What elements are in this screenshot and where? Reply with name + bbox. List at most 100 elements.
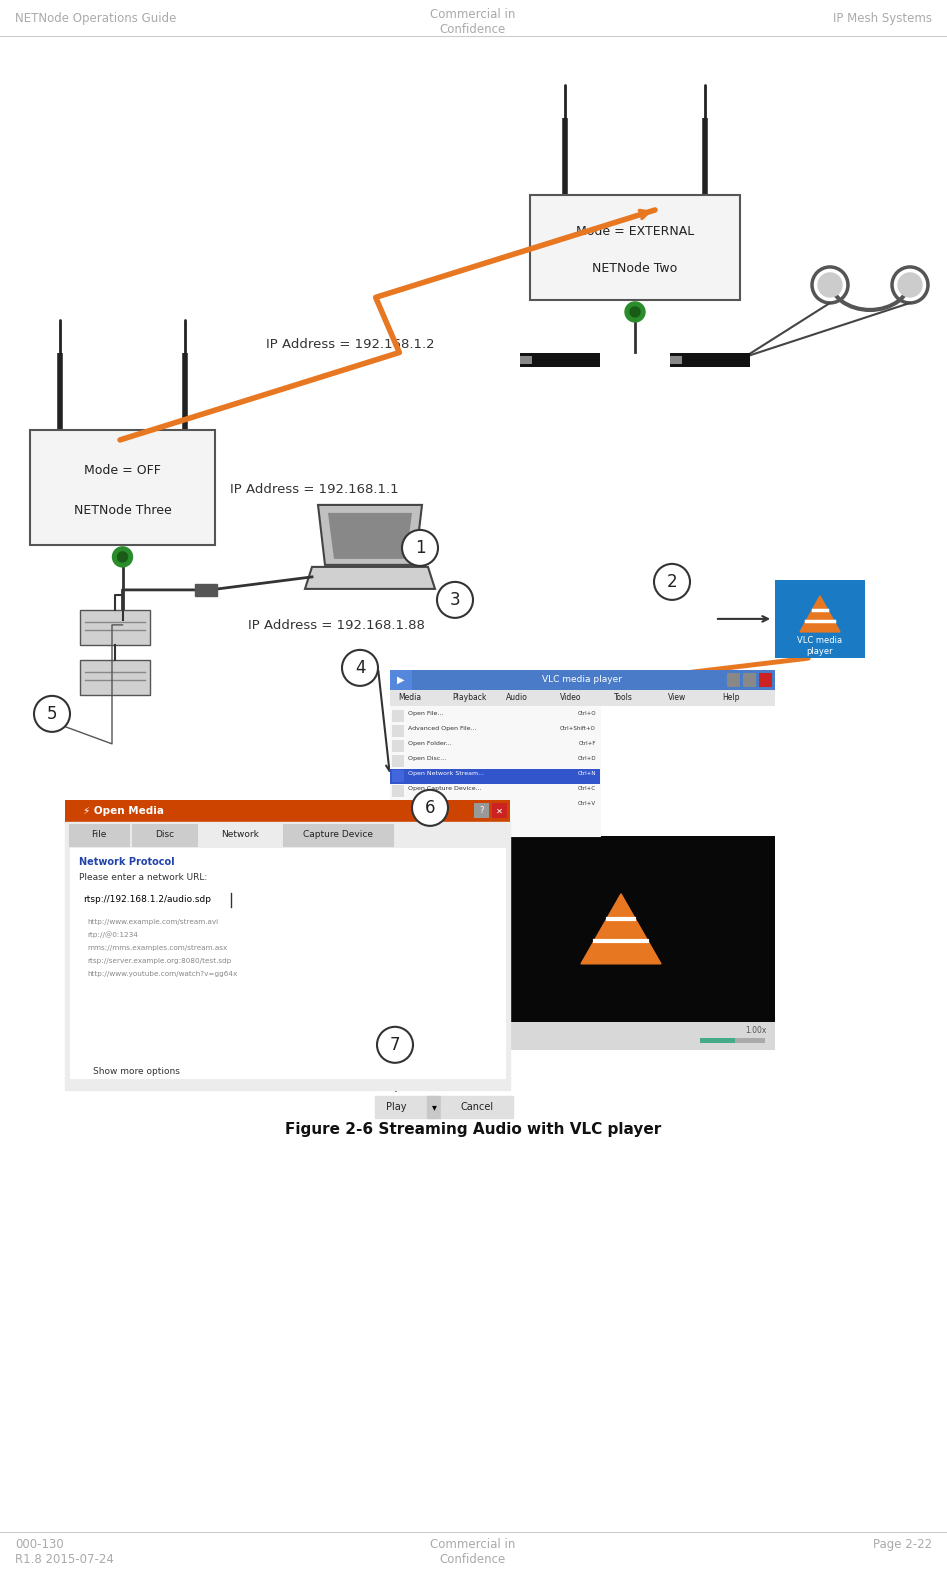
Bar <box>392 740 404 752</box>
Bar <box>392 726 404 737</box>
Text: Network Protocol: Network Protocol <box>79 856 174 867</box>
Circle shape <box>377 1026 413 1062</box>
Bar <box>65 822 510 1089</box>
Text: Media: Media <box>398 694 421 702</box>
Text: Playback: Playback <box>452 694 487 702</box>
Text: File: File <box>91 831 107 839</box>
Bar <box>530 195 740 301</box>
Bar <box>80 660 150 694</box>
Circle shape <box>818 272 842 297</box>
Text: Open Folder...: Open Folder... <box>408 741 452 746</box>
Text: Audio: Audio <box>506 694 527 702</box>
Text: ▪: ▪ <box>458 1026 466 1037</box>
Text: 000-130
R1.8 2015-07-24: 000-130 R1.8 2015-07-24 <box>15 1538 114 1566</box>
Text: 3: 3 <box>450 590 460 609</box>
Bar <box>390 671 775 689</box>
Bar <box>759 672 772 686</box>
Bar <box>65 800 510 822</box>
Bar <box>390 836 775 1022</box>
Text: Play: Play <box>385 1102 406 1111</box>
Text: Open Capture Device...: Open Capture Device... <box>408 787 482 792</box>
Bar <box>520 353 600 367</box>
Text: ▾: ▾ <box>432 1102 437 1111</box>
Text: Capture Device: Capture Device <box>303 831 373 839</box>
Text: rtsp://server.example.org:8080/test.sdp: rtsp://server.example.org:8080/test.sdp <box>87 959 231 963</box>
Text: Cancel: Cancel <box>460 1102 493 1111</box>
Text: NETNode Three: NETNode Three <box>74 504 171 516</box>
Bar <box>79 889 496 910</box>
Text: Mode = OFF: Mode = OFF <box>84 464 161 477</box>
Text: 4: 4 <box>355 660 366 677</box>
Bar <box>670 353 750 367</box>
Text: Ctrl+V: Ctrl+V <box>578 801 596 806</box>
Bar <box>392 756 404 767</box>
Bar <box>492 803 507 818</box>
Text: Ctrl+F: Ctrl+F <box>579 741 596 746</box>
Bar <box>390 768 600 784</box>
Circle shape <box>342 650 378 686</box>
Text: ▪: ▪ <box>418 1026 425 1037</box>
Text: Video: Video <box>560 694 581 702</box>
Bar <box>390 1022 775 1050</box>
Text: Ctrl+C: Ctrl+C <box>578 787 596 792</box>
Circle shape <box>625 302 645 323</box>
Text: Help: Help <box>722 694 740 702</box>
Text: VLC media
player: VLC media player <box>797 636 843 656</box>
Text: http://www.example.com/stream.avi: http://www.example.com/stream.avi <box>87 919 218 926</box>
Polygon shape <box>318 505 422 565</box>
Bar <box>200 823 280 845</box>
Text: Mode = EXTERNAL: Mode = EXTERNAL <box>576 225 694 238</box>
Text: Figure 2-6 Streaming Audio with VLC player: Figure 2-6 Streaming Audio with VLC play… <box>285 1122 661 1138</box>
Circle shape <box>654 563 690 600</box>
Text: Show more options: Show more options <box>93 1067 180 1077</box>
Text: Ctrl+D: Ctrl+D <box>578 757 596 762</box>
Text: IP Mesh Systems: IP Mesh Systems <box>833 13 932 25</box>
Bar <box>283 823 393 845</box>
Text: Please enter a network URL:: Please enter a network URL: <box>79 874 207 883</box>
Text: ▪: ▪ <box>478 1026 486 1037</box>
Text: Open Disc...: Open Disc... <box>408 757 446 762</box>
Text: Open File...: Open File... <box>408 711 443 716</box>
Bar <box>195 584 217 597</box>
Text: 6: 6 <box>425 800 436 817</box>
Polygon shape <box>305 567 435 589</box>
Bar <box>392 785 404 796</box>
Circle shape <box>412 790 448 826</box>
Bar <box>392 770 404 782</box>
Bar <box>775 579 865 658</box>
Bar <box>474 803 489 818</box>
Text: ▪: ▪ <box>438 1026 445 1037</box>
Text: Recent Media: Recent Media <box>408 817 451 822</box>
Bar <box>670 356 682 364</box>
Bar <box>392 710 404 722</box>
Text: ?: ? <box>480 806 484 815</box>
Text: IP Address = 192.168.1.88: IP Address = 192.168.1.88 <box>248 620 425 633</box>
Text: IP Address = 192.168.1.1: IP Address = 192.168.1.1 <box>230 483 399 496</box>
Text: 1.00x: 1.00x <box>745 1026 766 1036</box>
Text: Ctrl+O: Ctrl+O <box>578 711 596 716</box>
Bar <box>392 800 404 812</box>
Text: Ctrl+Shift+O: Ctrl+Shift+O <box>560 726 596 732</box>
Circle shape <box>402 530 438 567</box>
Text: Open Network Stream...: Open Network Stream... <box>408 771 484 776</box>
Text: ⚡ Open Media: ⚡ Open Media <box>83 806 164 815</box>
Circle shape <box>113 546 133 567</box>
Bar <box>70 848 505 1078</box>
Text: Disc: Disc <box>155 831 174 839</box>
Polygon shape <box>800 597 840 631</box>
Text: NETNode Two: NETNode Two <box>593 261 678 275</box>
Text: ▪: ▪ <box>498 1026 506 1037</box>
Text: 5: 5 <box>46 705 57 722</box>
Bar <box>390 705 600 836</box>
Text: rtp://@0:1234: rtp://@0:1234 <box>87 932 138 938</box>
Circle shape <box>117 552 128 562</box>
Text: NETNode Operations Guide: NETNode Operations Guide <box>15 13 176 25</box>
Text: Advanced Open File...: Advanced Open File... <box>408 726 476 732</box>
Bar <box>700 1037 735 1044</box>
Bar <box>69 823 129 845</box>
Bar <box>520 356 532 364</box>
Text: 2: 2 <box>667 573 677 590</box>
Bar <box>441 1096 513 1118</box>
Bar <box>390 689 775 705</box>
Bar <box>390 671 412 689</box>
